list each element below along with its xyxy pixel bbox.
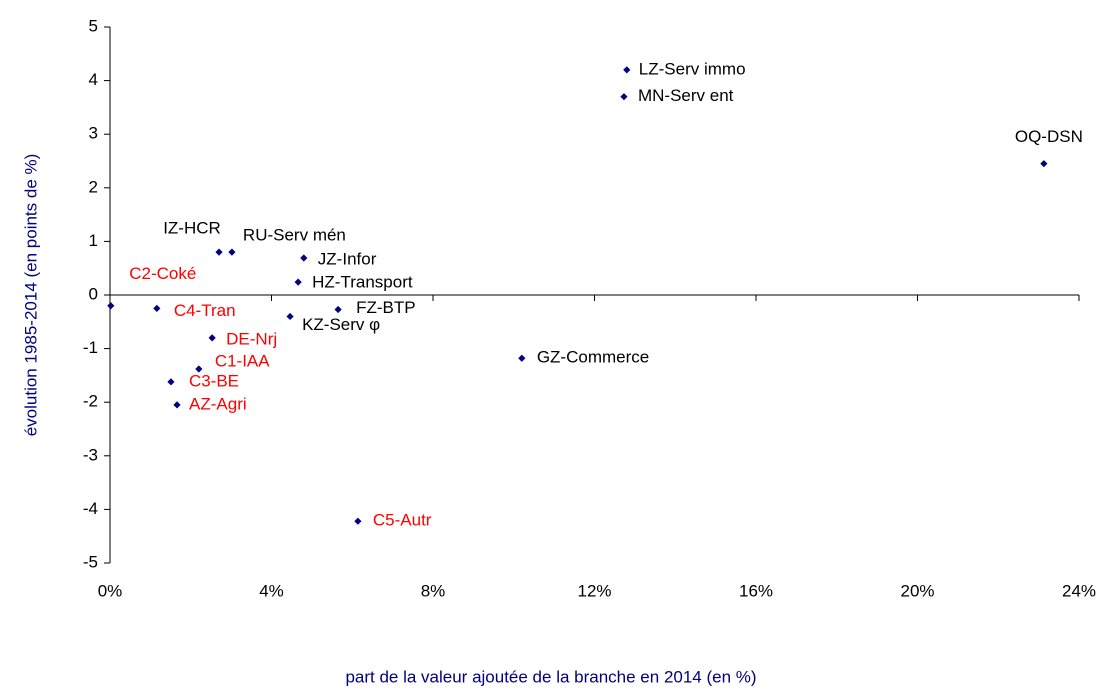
point-label: C5-Autr (373, 511, 432, 530)
point (173, 401, 181, 409)
x-tick-label: 8% (421, 581, 446, 600)
point (215, 248, 223, 256)
point-label: C1-IAA (215, 351, 270, 370)
point-label: OQ-DSN (1015, 127, 1083, 146)
point (107, 302, 115, 310)
point (334, 305, 342, 314)
point (153, 304, 161, 312)
x-tick-label: 20% (900, 581, 934, 600)
x-tick-label: 4% (259, 581, 284, 600)
y-tick-label: -3 (83, 445, 98, 464)
point-label: FZ-BTP (356, 298, 416, 317)
x-tick-label: 0% (98, 581, 123, 600)
point (623, 66, 631, 74)
point-label: C4-Tran (174, 301, 236, 320)
point-label: MN-Serv ent (638, 86, 734, 105)
y-tick-label: -4 (83, 499, 98, 518)
point (208, 334, 216, 342)
y-tick-label: 4 (89, 70, 98, 89)
y-tick-label: 3 (89, 124, 98, 143)
point-label: JZ-Infor (318, 250, 377, 269)
y-tick-label: -1 (83, 338, 98, 357)
point-label: DE-Nrj (226, 329, 277, 348)
x-tick-label: 24% (1062, 581, 1096, 600)
point (1040, 160, 1048, 168)
point-label: KZ-Serv φ (302, 315, 380, 334)
y-tick-label: 2 (89, 177, 98, 196)
point (354, 517, 362, 525)
x-tick-label: 12% (577, 581, 611, 600)
y-tick-label: -5 (83, 552, 98, 571)
point-label: RU-Serv mén (243, 226, 346, 245)
x-tick-label: 16% (739, 581, 773, 600)
y-tick-label: 5 (89, 16, 98, 35)
point-label: AZ-Agri (189, 394, 247, 413)
point (518, 354, 526, 362)
point (286, 312, 294, 321)
point-label: C3-BE (189, 371, 239, 390)
point (167, 378, 175, 386)
y-tick-label: -2 (83, 392, 98, 411)
point-label: IZ-HCR (163, 219, 221, 238)
point-label: LZ-Serv immo (639, 59, 746, 78)
point-label: C2-Coké (129, 264, 196, 283)
y-tick-label: 1 (89, 231, 98, 250)
point-label: GZ-Commerce (537, 348, 649, 367)
point (195, 365, 203, 373)
x-axis-label: part de la valeur ajoutée de la branche … (345, 667, 756, 686)
point (228, 248, 236, 256)
y-tick-label: 0 (89, 284, 98, 303)
y-axis-label: évolution 1985-2014 (en points de %) (21, 154, 40, 437)
point (300, 254, 308, 262)
point (620, 93, 628, 101)
point-label: HZ-Transport (312, 273, 413, 292)
point (294, 278, 302, 286)
